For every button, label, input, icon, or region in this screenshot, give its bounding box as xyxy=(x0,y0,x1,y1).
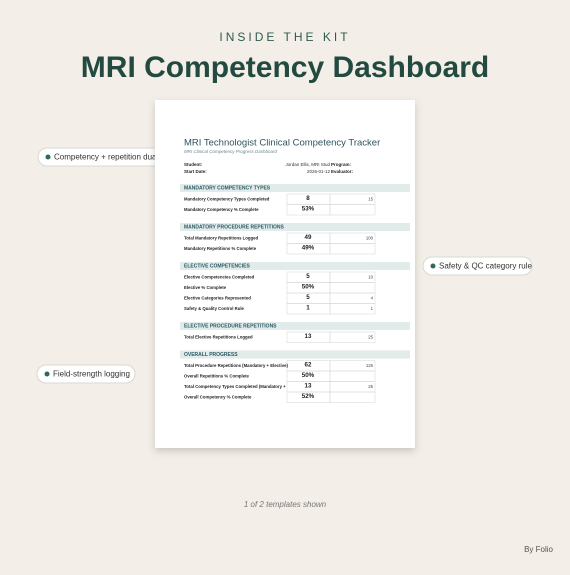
row-value: 8 xyxy=(306,195,310,202)
row-value: 49 xyxy=(305,234,312,241)
section-band xyxy=(180,322,410,330)
info-value: Jordan Ellis, MRI Stud xyxy=(285,162,330,167)
row-label: Overall Repetitions % Complete xyxy=(184,373,250,378)
row-label: Elective Competencies Completed xyxy=(184,274,255,279)
target-cell xyxy=(329,204,376,216)
row-value: 1 xyxy=(306,304,310,311)
row-value: 53% xyxy=(302,205,315,212)
row-value: 13 xyxy=(305,382,312,389)
doc-title: MRI Technologist Clinical Competency Tra… xyxy=(184,138,380,149)
section-band xyxy=(180,350,410,359)
row-target: 4 xyxy=(371,295,374,300)
section-band xyxy=(180,184,410,192)
row-value: 50% xyxy=(302,283,315,290)
row-label: Total Elective Repetitions Logged xyxy=(184,334,253,339)
callout: Safety & QC category rule xyxy=(422,256,533,276)
section-title: OVERALL PROGRESS xyxy=(184,352,238,358)
row-value: 50% xyxy=(302,372,315,379)
info-label: Start Date: xyxy=(184,169,207,174)
row-value: 62 xyxy=(305,361,312,368)
section-title: MANDATORY COMPETENCY TYPES xyxy=(184,186,271,192)
credit: By Folio xyxy=(524,545,553,554)
section-band xyxy=(180,262,410,270)
paper xyxy=(155,100,415,448)
row-label: Total Mandatory Repetitions Logged xyxy=(184,235,259,240)
headline: MRI Competency Dashboard xyxy=(81,51,489,84)
row-value: 5 xyxy=(306,273,310,280)
row-label: Elective % Complete xyxy=(184,285,227,290)
row-label: Mandatory Competency Types Completed xyxy=(184,196,270,201)
row-label: Mandatory Competency % Complete xyxy=(184,207,259,212)
callout-text: Field-strength logging xyxy=(53,370,130,379)
document: MRI Technologist Clinical Competency Tra… xyxy=(180,138,410,403)
row-value: 49% xyxy=(302,244,315,251)
section-title: ELECTIVE COMPETENCIES xyxy=(184,264,251,270)
row-target: 25 xyxy=(368,334,373,339)
target-cell xyxy=(329,243,376,255)
target-cell xyxy=(329,303,376,315)
info-label: Evaluator: xyxy=(331,169,354,174)
row-label: Safety & Quality Control Rule xyxy=(184,306,245,311)
info-label: Program: xyxy=(331,162,352,167)
section-title: ELECTIVE PROCEDURE REPETITIONS xyxy=(184,324,277,330)
kicker: INSIDE THE KIT xyxy=(219,30,350,44)
row-target: 15 xyxy=(368,196,373,201)
callout: Field-strength logging xyxy=(36,364,136,384)
target-cell xyxy=(329,391,376,403)
callout: Competency + repetition dual c xyxy=(37,147,169,167)
row-label: Total Competency Types Completed (Mandat… xyxy=(184,384,286,389)
info-label: Student: xyxy=(184,162,203,167)
caption: 1 of 2 templates shown xyxy=(244,500,327,509)
row-label: Elective Categories Represented xyxy=(184,295,251,300)
row-value: 5 xyxy=(306,294,310,301)
doc-subtitle: MRI Clinical Competency Progress Dashboa… xyxy=(184,149,278,154)
row-value: 52% xyxy=(302,393,315,400)
section-band xyxy=(180,223,410,231)
target-cell xyxy=(329,331,376,343)
row-target: 100 xyxy=(366,235,374,240)
row-target: 1 xyxy=(371,306,374,311)
row-label: Total Procedure Repetitions (Mandatory +… xyxy=(184,363,288,368)
row-target: 25 xyxy=(368,384,373,389)
row-value: 13 xyxy=(305,333,312,340)
info-value: 2026-01-12 xyxy=(307,169,331,174)
row-target: 10 xyxy=(368,274,373,279)
callout-text: Safety & QC category rule xyxy=(439,262,532,271)
row-target: 125 xyxy=(366,363,374,368)
row-label: Mandatory Repetitions % Complete xyxy=(184,246,257,251)
section-title: MANDATORY PROCEDURE REPETITIONS xyxy=(184,225,284,231)
row-label: Overall Competency % Complete xyxy=(184,394,252,399)
callout-text: Competency + repetition dual c xyxy=(54,153,165,162)
